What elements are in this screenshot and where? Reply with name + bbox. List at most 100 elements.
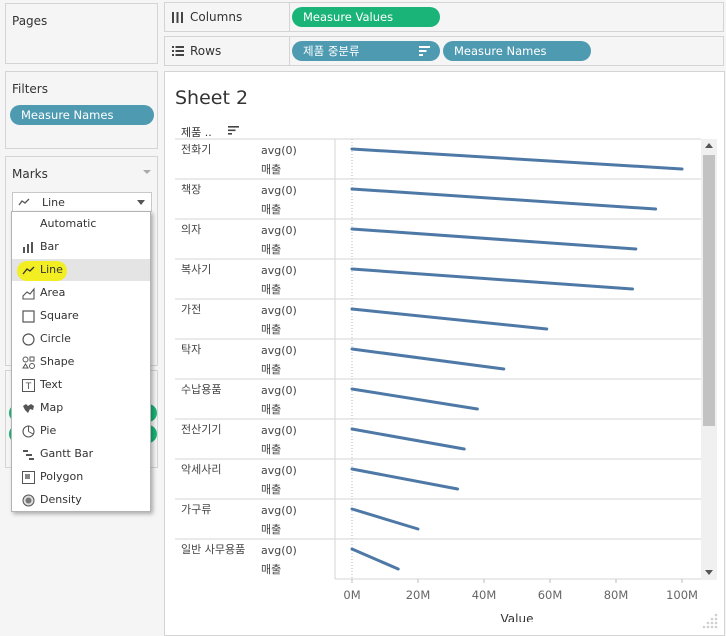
menu-item-label: Square <box>40 309 79 322</box>
pie-icon <box>22 425 35 438</box>
rows-label: Rows <box>190 44 222 58</box>
scrollbar-thumb[interactable] <box>703 155 715 426</box>
measure-name-label: 매출 <box>261 443 281 456</box>
density-icon <box>22 494 35 507</box>
menu-item-label: Line <box>40 263 63 276</box>
row-header-label: 제품 .. <box>181 126 212 139</box>
category-label: 가전 <box>181 303 201 316</box>
category-label: 일반 사무용품 <box>181 542 245 556</box>
menu-item-label: Circle <box>40 332 71 345</box>
sort-icon <box>228 126 239 135</box>
rows-pill-measure-names[interactable]: Measure Names <box>443 41 591 61</box>
square-icon <box>22 310 35 323</box>
x-axis-title: Value <box>501 612 534 622</box>
bar-icon <box>23 242 33 253</box>
menu-item-label: Text <box>40 378 63 391</box>
measure-name-label: avg(0) <box>261 424 297 437</box>
x-tick-label: 0M <box>343 588 360 602</box>
text-icon: T <box>22 379 35 392</box>
rows-shelf: Rows 제품 중분류 Measure Names <box>164 36 724 66</box>
columns-pill-measure-values[interactable]: Measure Values <box>292 7 440 27</box>
columns-label: Columns <box>190 10 243 24</box>
columns-separator <box>289 3 290 31</box>
area-icon <box>22 287 35 300</box>
x-tick-label: 40M <box>472 588 497 602</box>
measure-name-label: 매출 <box>261 163 281 176</box>
polygon-icon <box>22 471 35 484</box>
menu-item-text[interactable]: T Text <box>12 374 150 396</box>
mark-type-chevron-icon <box>137 200 145 205</box>
measure-name-label: avg(0) <box>261 464 297 477</box>
measure-name-label: avg(0) <box>261 304 297 317</box>
data-line <box>350 387 479 411</box>
menu-item-square[interactable]: Square <box>12 305 150 327</box>
filter-pill-measure-names[interactable]: Measure Names <box>10 105 154 125</box>
measure-name-label: avg(0) <box>261 184 297 197</box>
x-tick-label: 100M <box>666 588 698 602</box>
line-icon <box>22 266 35 275</box>
measure-name-label: 매출 <box>261 203 281 216</box>
measure-name-label: avg(0) <box>261 144 297 157</box>
menu-item-map[interactable]: Map <box>12 397 150 419</box>
marks-title: Marks <box>12 167 48 181</box>
menu-item-density[interactable]: Density <box>12 489 150 511</box>
resize-grip-icon[interactable] <box>700 611 720 631</box>
gantt-bar-icon <box>23 450 34 460</box>
scroll-down-arrow-icon[interactable] <box>705 570 713 575</box>
menu-item-label: Density <box>40 493 82 506</box>
menu-item-line[interactable]: Line <box>12 259 150 281</box>
measure-name-label: 매출 <box>261 563 281 576</box>
measure-name-label: avg(0) <box>261 224 297 237</box>
category-label: 의자 <box>181 223 201 236</box>
menu-item-bar[interactable]: Bar <box>12 236 150 258</box>
menu-item-label: Bar <box>40 240 59 253</box>
marks-panel-menu-icon[interactable] <box>143 170 151 174</box>
menu-item-gantt-bar[interactable]: Gantt Bar <box>12 443 150 465</box>
measure-name-label: avg(0) <box>261 384 297 397</box>
category-label: 복사기 <box>181 263 211 276</box>
measure-name-label: 매출 <box>261 323 281 336</box>
measure-name-label: avg(0) <box>261 344 297 357</box>
menu-item-polygon[interactable]: Polygon <box>12 466 150 488</box>
category-label: 탁자 <box>181 343 201 356</box>
x-tick-label: 60M <box>538 588 563 602</box>
menu-item-area[interactable]: Area <box>12 282 150 304</box>
measure-name-label: avg(0) <box>261 264 297 277</box>
measure-name-label: avg(0) <box>261 504 297 517</box>
pages-title: Pages <box>12 14 48 28</box>
columns-icon <box>172 12 183 23</box>
data-line <box>350 307 549 331</box>
menu-item-pie[interactable]: Pie <box>12 420 150 442</box>
sheet-title: Sheet 2 <box>175 87 249 109</box>
menu-item-label: Area <box>40 286 66 299</box>
mark-type-select[interactable]: Line <box>12 192 152 212</box>
line-mark-icon <box>18 198 30 206</box>
map-icon <box>23 404 34 413</box>
vertical-scrollbar[interactable] <box>701 139 717 580</box>
svg-text:T: T <box>25 382 32 392</box>
data-line <box>350 347 506 371</box>
menu-item-label: Shape <box>40 355 75 368</box>
category-label: 책장 <box>181 183 201 196</box>
menu-item-label: Map <box>40 401 64 414</box>
measure-name-label: avg(0) <box>261 544 297 557</box>
rows-pill-label: 제품 중분류 <box>303 44 360 58</box>
x-tick-label: 80M <box>604 588 629 602</box>
menu-item-label: Gantt Bar <box>40 447 94 460</box>
menu-item-label: Pie <box>40 424 57 437</box>
rows-icon <box>172 46 184 56</box>
category-label: 가구류 <box>181 503 211 516</box>
row-header[interactable]: 제품 .. <box>181 124 239 139</box>
menu-item-circle[interactable]: Circle <box>12 328 150 350</box>
columns-shelf: Columns Measure Values <box>164 2 724 32</box>
menu-item-automatic[interactable]: Automatic <box>12 213 150 235</box>
menu-item-label: Polygon <box>40 470 84 483</box>
scroll-up-arrow-icon[interactable] <box>705 143 713 148</box>
rows-pill-product-subcategory[interactable]: 제품 중분류 <box>292 41 440 61</box>
data-line <box>350 547 400 571</box>
menu-item-shape[interactable]: Shape <box>12 351 150 373</box>
circle-icon <box>22 333 35 346</box>
measure-name-label: 매출 <box>261 523 281 536</box>
measure-name-label: 매출 <box>261 483 281 496</box>
data-line <box>350 267 634 291</box>
